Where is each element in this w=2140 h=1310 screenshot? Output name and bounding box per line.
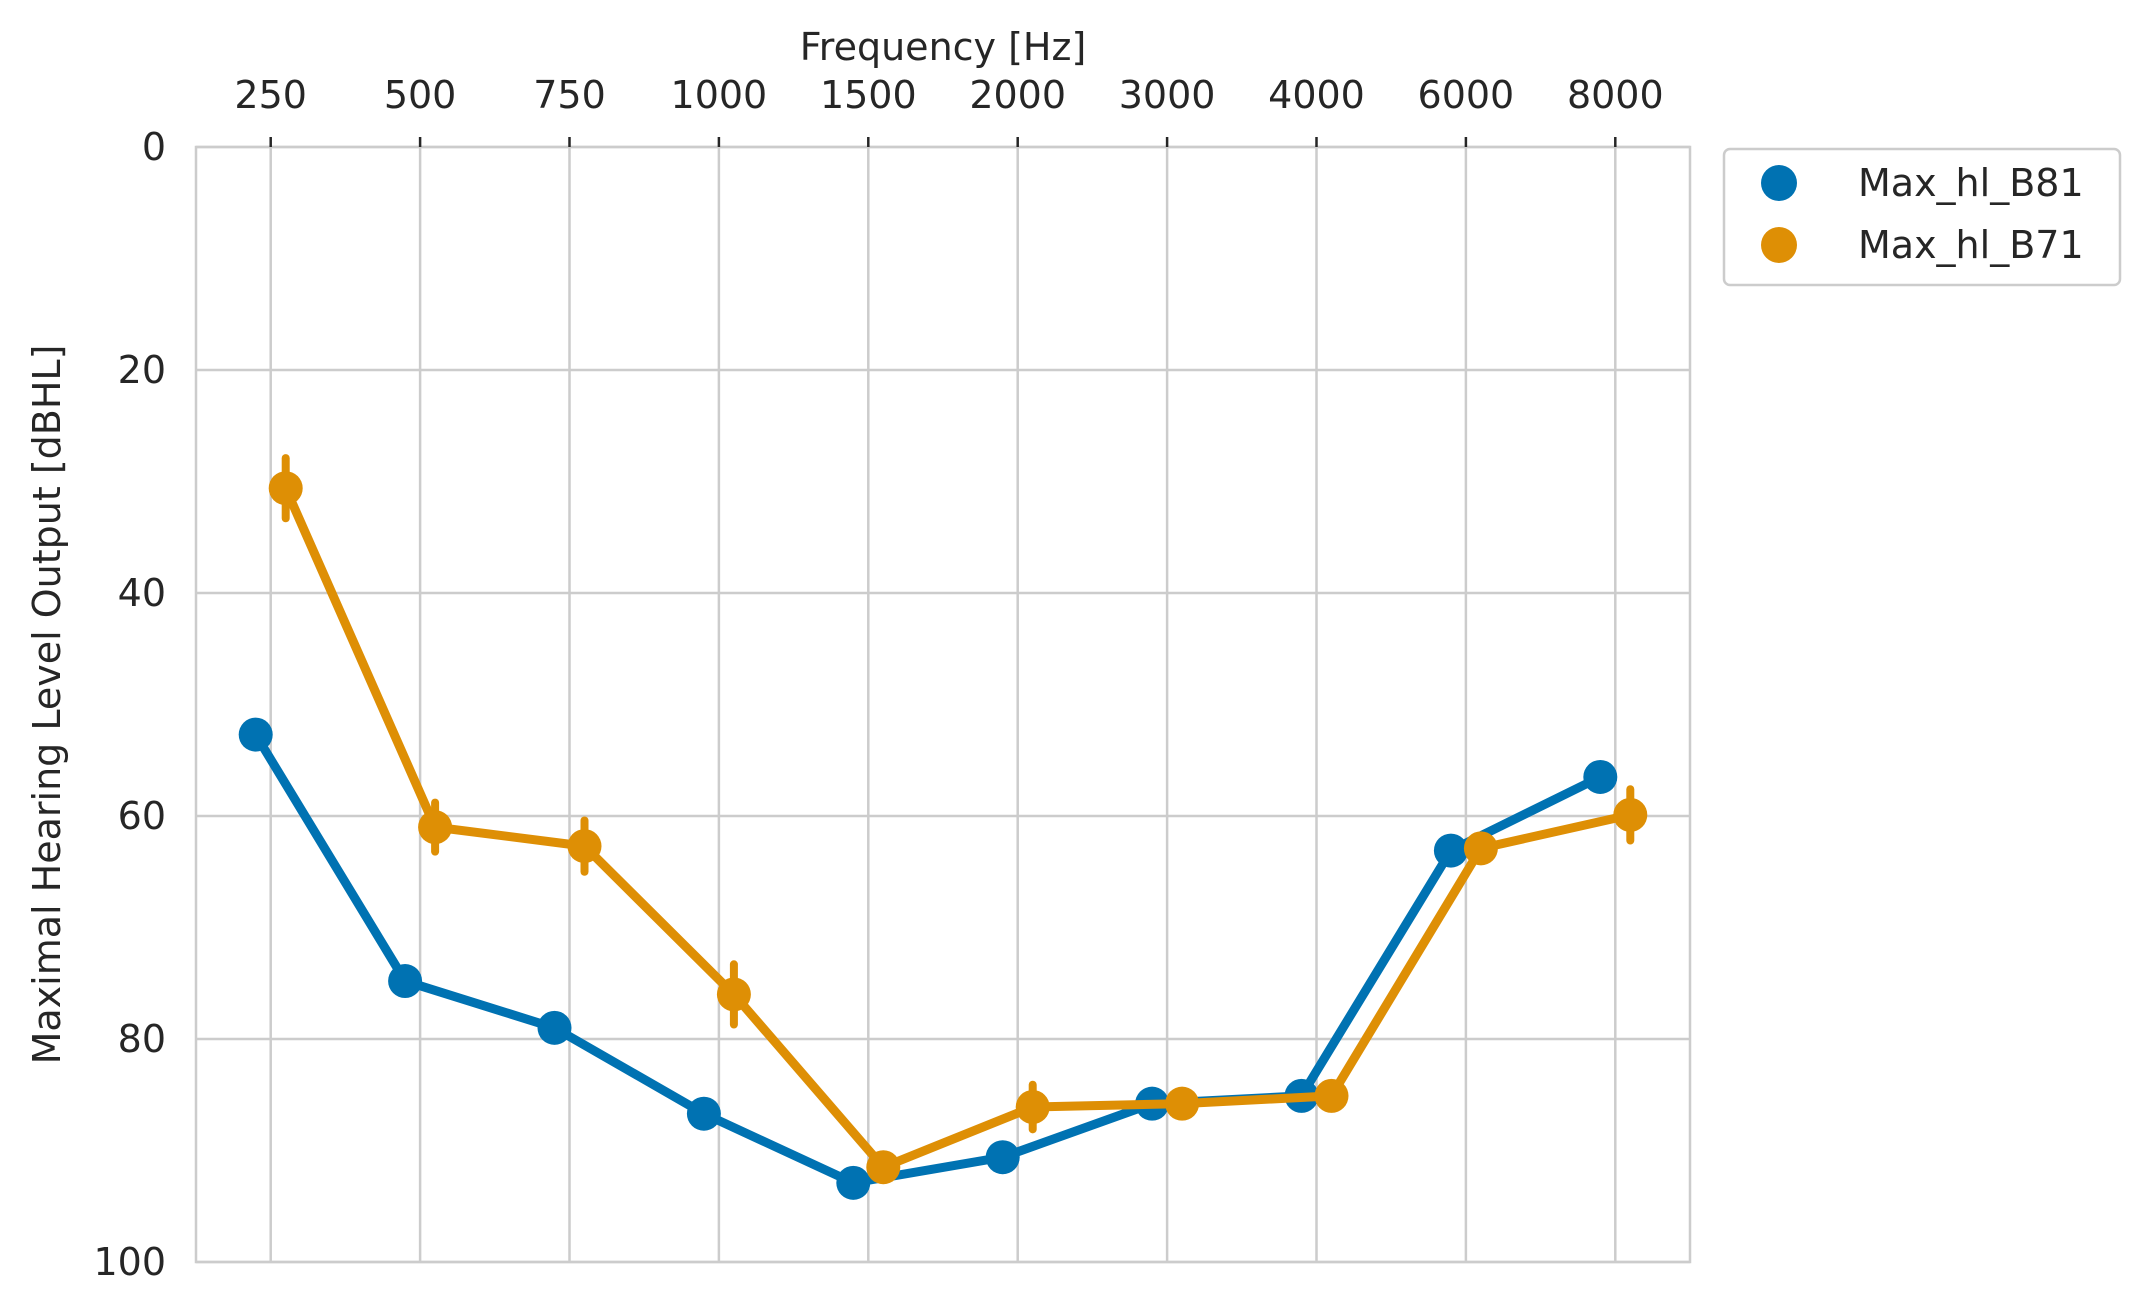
x-tick-label: 250	[234, 73, 307, 117]
legend-label-b71: Max_hl_B71	[1858, 223, 2084, 267]
grid	[196, 145, 1690, 1264]
plot-frame	[194, 145, 1692, 1264]
data-point	[1165, 1086, 1200, 1121]
legend-marker-b71	[1761, 227, 1797, 263]
x-tick-label: 500	[384, 73, 457, 117]
series-Max_hl_B71	[268, 454, 1648, 1185]
y-tick-label: 80	[118, 1017, 166, 1061]
x-tick-label: 3000	[1119, 73, 1216, 117]
x-tick-label: 1500	[820, 73, 917, 117]
data-point	[686, 1096, 721, 1131]
x-tick-label: 6000	[1418, 73, 1515, 117]
x-tick-label: 2000	[969, 73, 1066, 117]
data-point	[388, 964, 423, 999]
x-tick-labels: 250 500 750 1000 1500 2000 3000 4000 6000 8000	[234, 73, 1664, 147]
legend-box	[1722, 147, 2122, 287]
data-point	[537, 1010, 572, 1045]
data-point	[567, 829, 602, 864]
data-point	[716, 977, 751, 1012]
data-point	[1314, 1078, 1349, 1113]
series-line	[251, 730, 1605, 1188]
legend: Max_hl_B81 Max_hl_B71	[1722, 147, 2122, 287]
legend-marker-b81	[1761, 165, 1797, 201]
data-point	[238, 717, 273, 752]
data-point	[268, 471, 303, 506]
data-point	[1613, 797, 1648, 832]
y-tick-label: 20	[118, 348, 166, 392]
y-tick-label: 0	[142, 125, 166, 169]
data-point	[866, 1150, 901, 1185]
series-Max_hl_B81	[238, 717, 1618, 1200]
series	[238, 454, 1648, 1200]
y-axis-label: Maximal Hearing Level Output [dBHL]	[25, 345, 69, 1065]
data-point	[1433, 833, 1468, 868]
x-tick-label: 750	[533, 73, 606, 117]
y-tick-labels: 0 20 40 60 80 100	[93, 125, 166, 1284]
x-axis-label: Frequency [Hz]	[800, 25, 1087, 69]
x-tick-label: 4000	[1268, 73, 1365, 117]
legend-label-b81: Max_hl_B81	[1858, 161, 2084, 205]
data-point	[985, 1140, 1020, 1175]
data-point	[418, 810, 453, 845]
y-tick-label: 100	[93, 1240, 166, 1284]
y-tick-label: 40	[118, 571, 166, 615]
data-point	[1463, 831, 1498, 866]
series-line	[281, 483, 1635, 1172]
x-tick-label: 8000	[1567, 73, 1664, 117]
data-point	[1015, 1090, 1050, 1125]
data-point	[1583, 759, 1618, 794]
data-point	[836, 1165, 871, 1200]
y-tick-label: 60	[118, 794, 166, 838]
x-tick-label: 1000	[671, 73, 768, 117]
